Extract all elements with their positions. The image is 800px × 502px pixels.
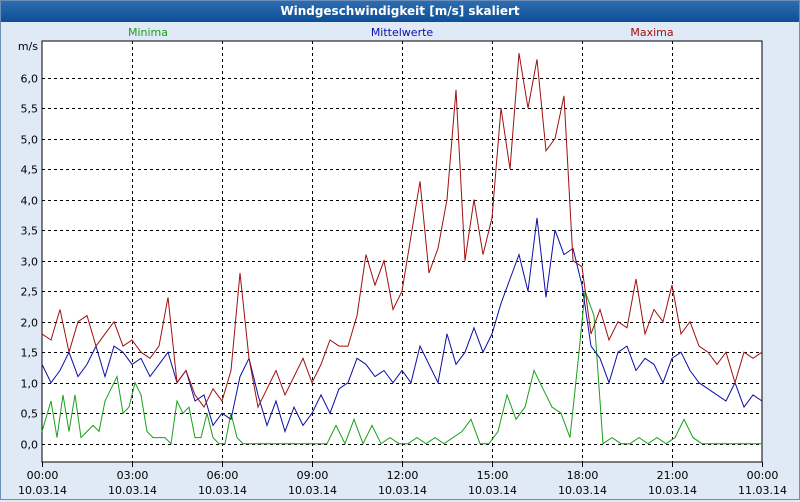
x-tick-time: 21:00 (657, 469, 689, 482)
chart-title: Windgeschwindigkeit [m/s] skaliert (1, 1, 799, 22)
y-axis-label: m/s (18, 40, 38, 53)
x-tick-date: 10.03.14 (378, 484, 427, 497)
x-tick-date: 10.03.14 (558, 484, 607, 497)
x-tick-time: 03:00 (117, 469, 149, 482)
series-line-maxima (41, 53, 763, 409)
y-tick-label: 0,0 (21, 439, 39, 452)
x-tick-time: 09:00 (297, 469, 329, 482)
x-tick-date: 10.03.14 (468, 484, 517, 497)
legend-mittelwerte: Mittelwerte (371, 26, 434, 39)
x-tick-date: 10.03.14 (108, 484, 157, 497)
x-tick-date: 10.03.14 (288, 484, 337, 497)
x-tick-date: 10.03.14 (18, 484, 67, 497)
y-tick-label: 1,5 (21, 347, 39, 360)
x-tick-time: 15:00 (477, 469, 509, 482)
x-tick-time: 18:00 (567, 469, 599, 482)
series-line-minima (41, 291, 762, 445)
x-tick-time: 00:00 (747, 469, 779, 482)
y-tick-label: 3,0 (21, 256, 39, 269)
legend-minima: Minima (128, 26, 168, 39)
x-tick-date: 10.03.14 (648, 484, 697, 497)
legend-maxima: Maxima (630, 26, 673, 39)
chart-area: 0,0 0,5 1,0 1,5 2,0 2,5 3,0 3,5 4,0 4,5 5,0 5,5 6,0 m… (18, 26, 787, 497)
series-line-mittelwerte (41, 217, 763, 434)
y-tick-label: 4,0 (21, 195, 39, 208)
y-tick-label: 6,0 (21, 73, 39, 86)
y-tick-label: 2,0 (21, 317, 39, 330)
y-tick-label: 3,5 (21, 225, 39, 238)
x-tick-date: 10.03.14 (198, 484, 247, 497)
x-tick-date: 11.03.14 (738, 484, 787, 497)
x-tick-time: 00:00 (27, 469, 59, 482)
x-tick-time: 12:00 (387, 469, 419, 482)
y-tick-label: 1,0 (21, 378, 39, 391)
y-tick-label: 5,5 (21, 103, 39, 116)
y-tick-label: 0,5 (21, 408, 39, 421)
y-tick-label: 4,5 (21, 164, 39, 177)
x-tick-time: 06:00 (207, 469, 239, 482)
y-tick-label: 5,0 (21, 134, 39, 147)
y-tick-label: 2,5 (21, 286, 39, 299)
